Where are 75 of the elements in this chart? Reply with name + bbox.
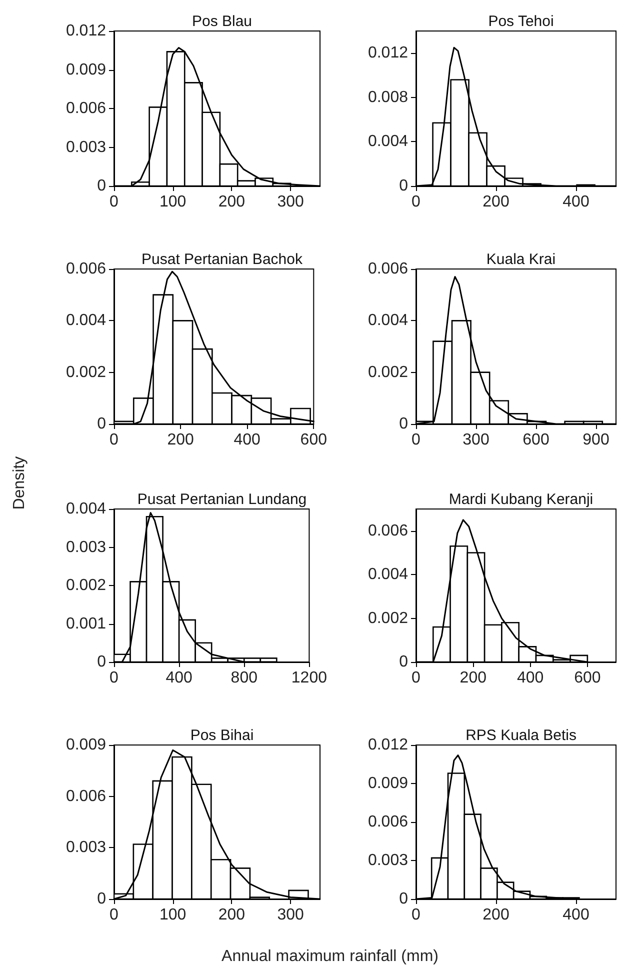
x-tick-label: 600 xyxy=(300,432,328,448)
x-tick-label: 200 xyxy=(218,194,246,210)
x-tick-label: 600 xyxy=(574,670,601,686)
chart-title: Pos Blau xyxy=(192,13,252,30)
y-tick-label: 0.006 xyxy=(368,260,408,278)
y-tick-label: 0.006 xyxy=(368,522,408,540)
y-tick-label: 0.003 xyxy=(66,138,106,156)
y-tick-label: 0 xyxy=(399,890,408,908)
y-tick-label: 0 xyxy=(97,890,106,908)
x-tick-label: 0 xyxy=(412,432,421,448)
y-tick-label: 0.012 xyxy=(368,736,408,754)
y-tick-label: 0 xyxy=(97,416,106,432)
x-tick-label: 200 xyxy=(482,906,510,924)
x-tick-label: 200 xyxy=(460,670,487,686)
x-tick-label: 400 xyxy=(516,670,544,686)
x-tick-label: 200 xyxy=(218,906,246,924)
chart-title: Pos Tehoi xyxy=(488,13,554,30)
y-tick-label: 0.003 xyxy=(66,839,106,856)
x-tick-label: 300 xyxy=(277,906,304,924)
x-tick-label: 200 xyxy=(482,194,510,210)
y-tick-label: 0.004 xyxy=(368,566,408,584)
x-tick-label: 400 xyxy=(562,906,590,924)
x-tick-label: 0 xyxy=(412,194,421,210)
y-tick-label: 0.004 xyxy=(368,133,408,150)
y-tick-label: 0.008 xyxy=(368,88,408,106)
x-tick-label: 100 xyxy=(160,906,186,924)
y-tick-label: 0.006 xyxy=(66,788,106,805)
x-tick-label: 0 xyxy=(110,670,119,686)
x-axis-title: Annual maximum rainfall (mm) xyxy=(222,948,438,966)
y-tick-label: 0.012 xyxy=(368,44,408,62)
y-tick-label: 0.012 xyxy=(66,22,106,40)
y-tick-label: 0.004 xyxy=(66,312,106,330)
x-tick-label: 200 xyxy=(167,432,194,448)
y-tick-label: 0 xyxy=(97,178,106,194)
y-tick-label: 0.009 xyxy=(66,736,106,754)
x-tick-label: 0 xyxy=(412,906,421,924)
y-tick-label: 0.002 xyxy=(66,364,106,381)
y-tick-label: 0.009 xyxy=(368,775,408,792)
y-tick-label: 0.002 xyxy=(368,610,408,627)
y-tick-label: 0.001 xyxy=(66,615,106,632)
y-tick-label: 0 xyxy=(399,178,408,194)
y-tick-label: 0.006 xyxy=(66,100,106,117)
x-tick-label: 400 xyxy=(234,432,261,448)
x-tick-label: 600 xyxy=(522,432,550,448)
y-tick-label: 0.002 xyxy=(66,577,106,594)
x-tick-label: 300 xyxy=(277,194,304,210)
x-tick-label: 1200 xyxy=(291,670,328,686)
x-tick-label: 800 xyxy=(230,670,258,686)
x-tick-label: 900 xyxy=(582,432,610,448)
chart-title: Mardi Kubang Keranji xyxy=(448,491,594,508)
y-tick-label: 0.002 xyxy=(368,364,408,381)
y-tick-label: 0.003 xyxy=(66,538,106,556)
y-tick-label: 0.009 xyxy=(66,61,106,78)
y-tick-label: 0.004 xyxy=(368,312,408,330)
y-tick-label: 0.006 xyxy=(66,260,106,278)
x-tick-label: 0 xyxy=(110,194,119,210)
y-tick-label: 0 xyxy=(399,654,408,670)
chart-title: Kuala Krai xyxy=(486,251,556,268)
chart-title: RPS Kuala Betis xyxy=(466,727,576,744)
x-tick-label: 400 xyxy=(166,670,193,686)
x-tick-label: 100 xyxy=(160,194,186,210)
chart-title: Pos Bihai xyxy=(190,727,254,744)
y-tick-label: 0 xyxy=(399,416,408,432)
chart-title: Pusat Pertanian Bachok xyxy=(142,251,303,268)
chart-title: Pusat Pertanian Lundang xyxy=(137,491,307,508)
y-axis-title: Density xyxy=(11,456,29,510)
x-tick-label: 0 xyxy=(110,906,119,924)
y-tick-label: 0.003 xyxy=(368,852,408,869)
y-tick-label: 0.004 xyxy=(66,500,106,518)
x-tick-label: 400 xyxy=(562,194,590,210)
x-tick-label: 0 xyxy=(110,432,119,448)
y-tick-label: 0 xyxy=(97,654,106,670)
x-tick-label: 300 xyxy=(462,432,490,448)
y-tick-label: 0.006 xyxy=(368,814,408,830)
x-tick-label: 0 xyxy=(412,670,421,686)
